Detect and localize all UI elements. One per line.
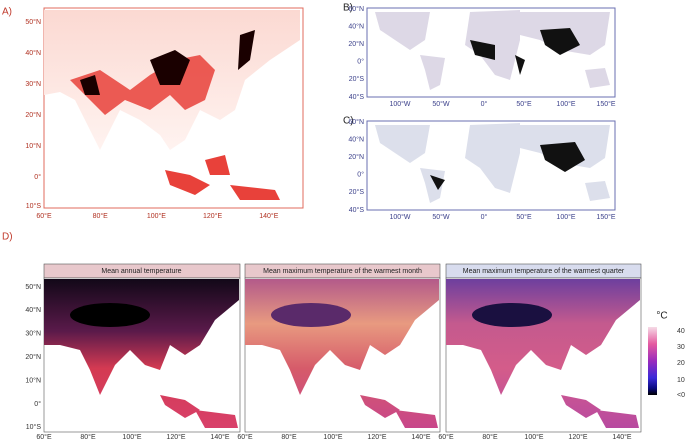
tick-label: 10°N — [25, 142, 41, 150]
tick-label: 100°E — [524, 433, 543, 441]
tick-label: 30°N — [25, 80, 41, 88]
tick-label: 20°S — [349, 75, 365, 83]
colorbar-title: °C — [656, 311, 667, 322]
colorbar — [648, 327, 657, 395]
tick-label: 60°N — [348, 118, 364, 126]
tick-label: 140°E — [411, 433, 430, 441]
tick-label: 100°E — [556, 100, 575, 108]
tick-label: 10°S — [26, 202, 42, 210]
plateau — [271, 303, 351, 327]
tick-label: 0° — [357, 58, 364, 66]
tick-label: 150°E — [596, 100, 615, 108]
tick-label: 60°E — [237, 433, 253, 441]
tick-label: 20°N — [348, 153, 364, 161]
tick-label: 80°E — [80, 433, 96, 441]
tick-label: 10 — [677, 377, 685, 384]
land — [165, 155, 280, 200]
tick-label: 10°S — [26, 423, 42, 431]
tick-label: 120°E — [568, 433, 587, 441]
tick-label: 30 — [677, 344, 685, 351]
tick-label: 40°N — [25, 49, 41, 57]
tick-label: 150°E — [596, 213, 615, 221]
land — [80, 30, 255, 95]
tick-label: 100°W — [389, 213, 410, 221]
tick-label: 0° — [481, 213, 488, 221]
tick-label: 40°N — [25, 306, 41, 314]
tick-label: 10°N — [25, 376, 41, 384]
tick-label: <0 — [677, 392, 685, 399]
tick-label: 0° — [34, 173, 41, 181]
tick-label: 0° — [481, 100, 488, 108]
map-title: Mean annual temperature — [101, 268, 181, 275]
panel-d — [43, 263, 657, 433]
plateau — [70, 303, 150, 327]
tick-label: 40°S — [349, 206, 365, 214]
tick-label: 140°E — [612, 433, 631, 441]
tick-label: 40°N — [348, 22, 364, 30]
tick-label: 100°E — [556, 213, 575, 221]
tick-label: 50°E — [516, 213, 532, 221]
panel-b — [366, 7, 616, 98]
panel-a — [43, 7, 304, 209]
tick-label: 40 — [677, 328, 685, 335]
tick-label: 20°N — [348, 40, 364, 48]
tick-label: 30°N — [25, 330, 41, 338]
tick-label: 50°W — [432, 213, 450, 221]
tick-label: 0° — [34, 400, 41, 408]
panel-label: B) — [343, 3, 353, 14]
tick-label: 40°N — [348, 135, 364, 143]
map-title: Mean maximum temperature of the warmest … — [463, 268, 625, 275]
tick-label: 80°E — [281, 433, 297, 441]
panel-label: D) — [2, 232, 13, 243]
tick-label: 20°N — [25, 111, 41, 119]
panel-label: C) — [343, 116, 354, 127]
tick-label: 60°E — [36, 212, 52, 220]
tick-label: 50°E — [516, 100, 532, 108]
tick-label: 0° — [357, 171, 364, 179]
map-title: Mean maximum temperature of the warmest … — [263, 268, 422, 275]
tick-label: 60°E — [438, 433, 454, 441]
tick-label: 20°S — [349, 188, 365, 196]
tick-label: 50°N — [25, 283, 41, 291]
tick-label: 80°E — [93, 212, 109, 220]
tick-label: 140°E — [259, 212, 278, 220]
panel-c — [366, 120, 616, 211]
land — [375, 123, 610, 203]
tick-label: 20 — [677, 360, 685, 367]
tick-label: 140°E — [210, 433, 229, 441]
tick-label: 20°N — [25, 353, 41, 361]
tick-label: 60°E — [36, 433, 52, 441]
tick-label: 120°E — [203, 212, 222, 220]
land — [430, 142, 585, 190]
tick-label: 120°E — [166, 433, 185, 441]
tick-label: 60°N — [348, 5, 364, 13]
tick-label: 100°E — [323, 433, 342, 441]
tick-label: 100°E — [122, 433, 141, 441]
tick-label: 80°E — [482, 433, 498, 441]
plateau — [472, 303, 552, 327]
panel-label: A) — [2, 7, 12, 18]
tick-label: 50°W — [432, 100, 450, 108]
tick-label: 120°E — [367, 433, 386, 441]
tick-label: 40°S — [349, 93, 365, 101]
land — [470, 28, 580, 75]
tick-label: 100°E — [147, 212, 166, 220]
tick-label: 50°N — [25, 18, 41, 26]
tick-label: 100°W — [389, 100, 410, 108]
